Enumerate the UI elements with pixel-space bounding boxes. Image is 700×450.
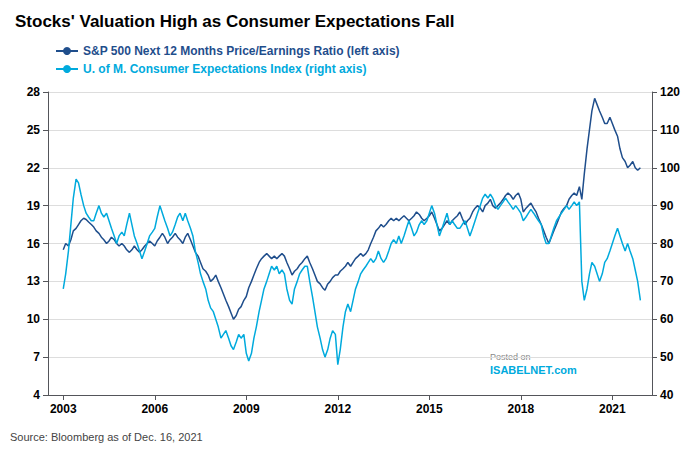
svg-text:U. of M. Consumer Expectations: U. of M. Consumer Expectations Index (ri… xyxy=(83,62,366,76)
svg-text:ISABELNET.com: ISABELNET.com xyxy=(490,364,577,376)
svg-text:28: 28 xyxy=(27,85,41,99)
svg-text:120: 120 xyxy=(660,85,680,99)
svg-text:2012: 2012 xyxy=(324,402,351,416)
svg-text:70: 70 xyxy=(660,274,674,288)
svg-text:110: 110 xyxy=(660,123,680,137)
svg-text:2003: 2003 xyxy=(50,402,77,416)
svg-text:2021: 2021 xyxy=(599,402,626,416)
svg-text:22: 22 xyxy=(27,161,41,175)
svg-text:90: 90 xyxy=(660,199,674,213)
svg-text:50: 50 xyxy=(660,350,674,364)
svg-text:Stocks' Valuation High as Cons: Stocks' Valuation High as Consumer Expec… xyxy=(15,12,455,31)
svg-text:100: 100 xyxy=(660,161,680,175)
svg-text:2006: 2006 xyxy=(141,402,168,416)
svg-text:4: 4 xyxy=(33,388,40,402)
svg-text:S&P 500 Next 12 Months Price/E: S&P 500 Next 12 Months Price/Earnings Ra… xyxy=(83,44,400,58)
svg-text:7: 7 xyxy=(33,350,40,364)
svg-text:80: 80 xyxy=(660,237,674,251)
svg-text:10: 10 xyxy=(27,312,41,326)
svg-text:13: 13 xyxy=(27,274,41,288)
svg-text:Posted on: Posted on xyxy=(490,352,531,362)
svg-text:40: 40 xyxy=(660,388,674,402)
svg-text:2009: 2009 xyxy=(233,402,260,416)
svg-text:2018: 2018 xyxy=(507,402,534,416)
svg-text:16: 16 xyxy=(27,237,41,251)
svg-text:25: 25 xyxy=(27,123,41,137)
svg-text:19: 19 xyxy=(27,199,41,213)
svg-text:60: 60 xyxy=(660,312,674,326)
svg-text:2015: 2015 xyxy=(416,402,443,416)
svg-text:Source: Bloomberg as of Dec. 1: Source: Bloomberg as of Dec. 16, 2021 xyxy=(10,431,203,443)
